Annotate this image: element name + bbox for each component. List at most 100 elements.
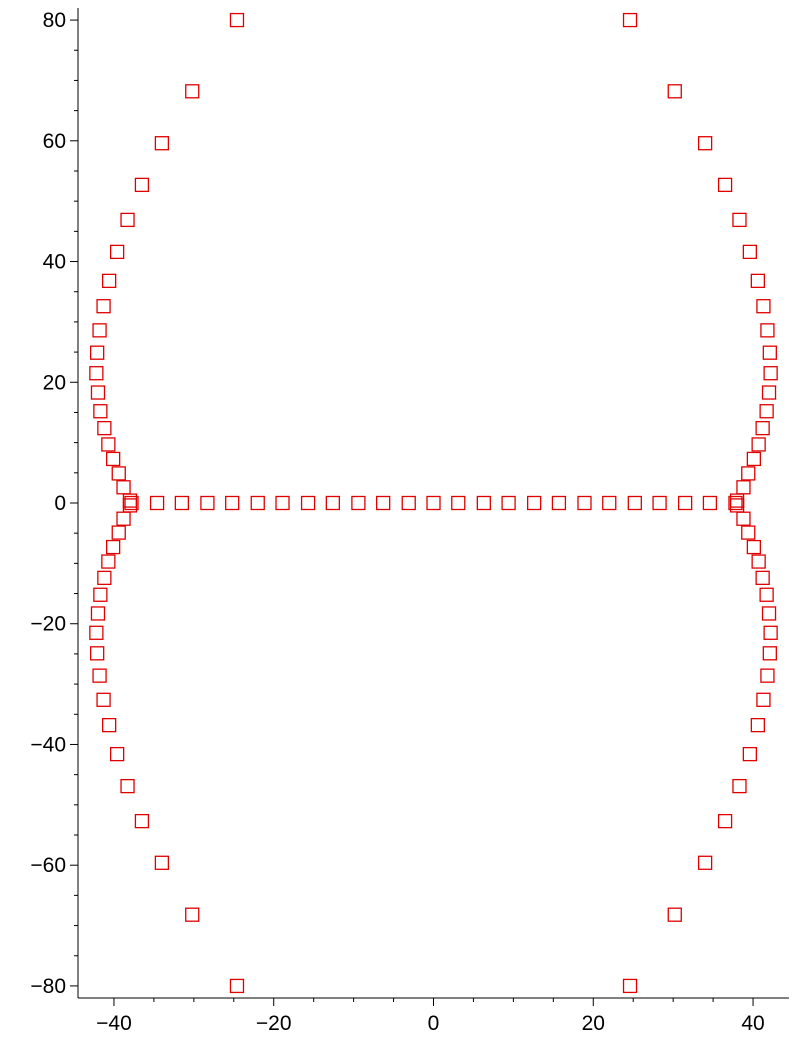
data-point xyxy=(93,669,106,682)
data-point xyxy=(764,626,777,639)
data-point xyxy=(97,300,110,313)
data-point xyxy=(624,14,637,27)
data-point xyxy=(302,497,315,510)
y-tick-label: 40 xyxy=(43,251,66,274)
data-point xyxy=(90,626,103,639)
data-point xyxy=(756,422,769,435)
y-tick-label: −60 xyxy=(30,854,66,877)
data-point xyxy=(112,467,125,480)
y-tick-label: 20 xyxy=(43,371,66,394)
data-point xyxy=(761,669,774,682)
data-point xyxy=(94,588,107,601)
data-point xyxy=(91,647,104,660)
data-point xyxy=(117,512,130,525)
data-point xyxy=(719,178,732,191)
data-points xyxy=(90,14,777,993)
x-tick-label: 40 xyxy=(741,1012,764,1035)
data-point xyxy=(747,452,760,465)
data-point xyxy=(477,497,490,510)
data-point xyxy=(737,481,750,494)
data-point xyxy=(98,571,111,584)
x-tick-label: −40 xyxy=(96,1012,132,1035)
data-point xyxy=(653,497,666,510)
data-point xyxy=(121,213,134,226)
data-point xyxy=(135,178,148,191)
data-point xyxy=(352,497,365,510)
data-point xyxy=(742,467,755,480)
data-point xyxy=(760,405,773,418)
data-point xyxy=(679,497,692,510)
data-point xyxy=(230,979,243,992)
data-point xyxy=(763,647,776,660)
data-point xyxy=(94,405,107,418)
data-point xyxy=(111,748,124,761)
data-point xyxy=(552,497,565,510)
data-point xyxy=(737,512,750,525)
data-point xyxy=(699,137,712,150)
data-point xyxy=(93,324,106,337)
data-point xyxy=(175,497,188,510)
data-point xyxy=(326,497,339,510)
data-point xyxy=(107,541,120,554)
data-point xyxy=(90,367,103,380)
data-point xyxy=(91,346,104,359)
data-point xyxy=(742,526,755,539)
y-tick-label: −40 xyxy=(30,733,66,756)
axes: −80 −60 −40 −20 0 20 40 60 80 −40 −20 0 20 40 xyxy=(30,8,789,1035)
data-point xyxy=(763,386,776,399)
data-point xyxy=(603,497,616,510)
data-point xyxy=(121,780,134,793)
data-point xyxy=(251,497,264,510)
data-point xyxy=(764,367,777,380)
data-point xyxy=(668,85,681,98)
data-point xyxy=(757,693,770,706)
x-tick-label: −20 xyxy=(256,1012,292,1035)
data-point xyxy=(117,481,130,494)
data-point xyxy=(151,497,164,510)
data-point xyxy=(628,497,641,510)
data-point xyxy=(719,815,732,828)
data-point xyxy=(276,497,289,510)
data-point xyxy=(155,137,168,150)
data-point xyxy=(751,719,764,732)
y-tick-label: −20 xyxy=(30,613,66,636)
data-point xyxy=(752,438,765,451)
data-point xyxy=(747,541,760,554)
data-point xyxy=(402,497,415,510)
data-point xyxy=(760,588,773,601)
data-point xyxy=(103,274,116,287)
y-tick-label: 0 xyxy=(54,492,66,515)
data-point xyxy=(111,245,124,258)
data-point xyxy=(102,438,115,451)
data-point xyxy=(502,497,515,510)
data-point xyxy=(107,452,120,465)
data-point xyxy=(699,856,712,869)
data-point xyxy=(757,300,770,313)
data-point xyxy=(761,324,774,337)
data-point xyxy=(230,14,243,27)
data-point xyxy=(763,607,776,620)
data-point xyxy=(226,497,239,510)
data-point xyxy=(91,386,104,399)
data-point xyxy=(135,815,148,828)
x-tick-label: 0 xyxy=(428,1012,440,1035)
data-point xyxy=(427,497,440,510)
data-point xyxy=(668,908,681,921)
data-point xyxy=(103,719,116,732)
data-point xyxy=(377,497,390,510)
y-tick-label: 60 xyxy=(43,130,66,153)
data-point xyxy=(733,213,746,226)
data-point xyxy=(102,555,115,568)
data-point xyxy=(452,497,465,510)
data-point xyxy=(751,274,764,287)
data-point xyxy=(578,497,591,510)
data-point xyxy=(743,245,756,258)
y-tick-label: −80 xyxy=(30,975,66,998)
data-point xyxy=(98,422,111,435)
data-point xyxy=(91,607,104,620)
data-point xyxy=(528,497,541,510)
data-point xyxy=(97,693,110,706)
x-tick-label: 20 xyxy=(582,1012,605,1035)
data-point xyxy=(756,571,769,584)
